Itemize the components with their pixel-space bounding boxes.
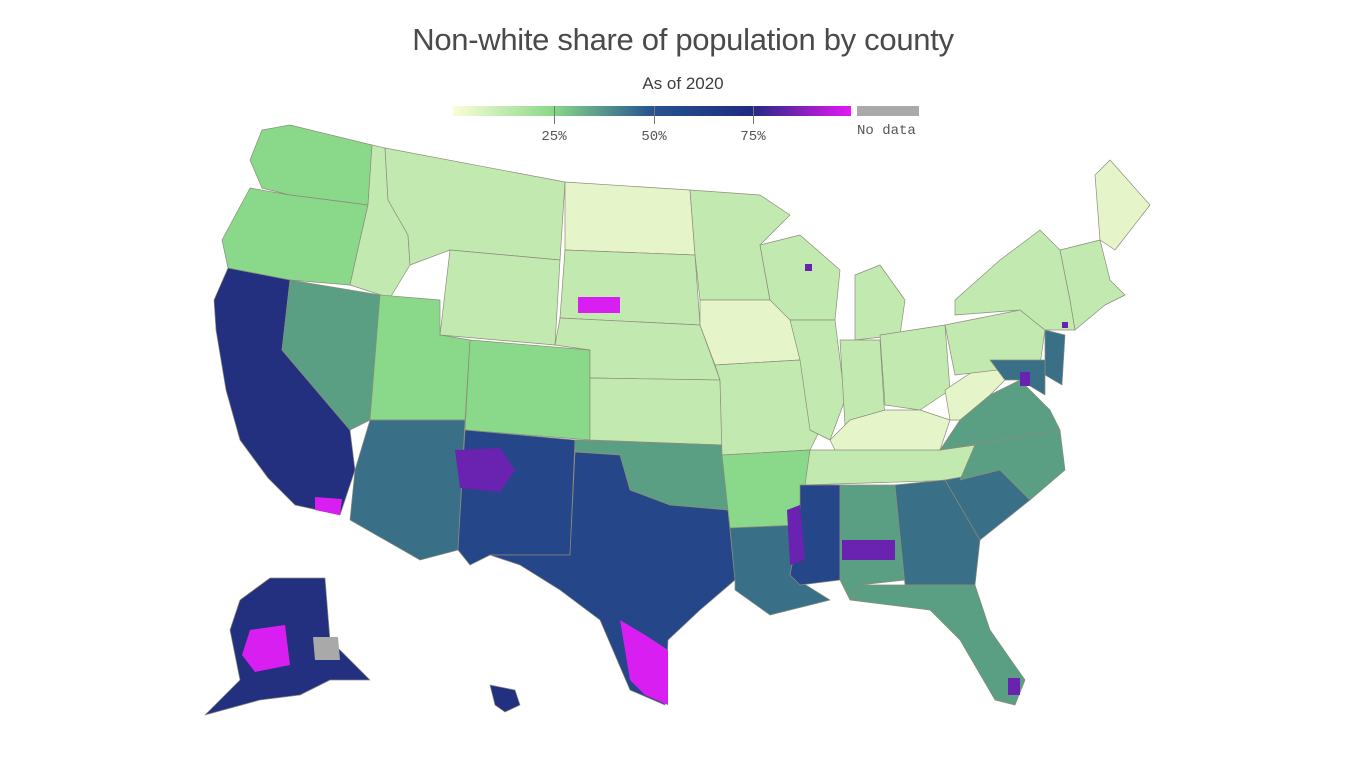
hotspot-alaska-no-data-area [313,637,340,660]
region-new-jersey [1044,329,1066,386]
region-hawaii [489,684,521,713]
region-pennsylvania [944,309,1046,376]
region-oregon [221,187,369,286]
hotspot-navajo-nation-az-nm [455,448,515,492]
chart-title: Non-white share of population by county [412,22,954,57]
hotspot-pine-ridge-sd [578,297,620,313]
region-wyoming [439,249,561,346]
region-north-carolina [939,429,1066,501]
region-florida [849,584,1026,706]
region-kansas [589,377,723,446]
region-arizona [349,419,466,561]
hotspot-bronx-ny [1062,322,1068,328]
legend-tick-label-25: 25% [541,129,567,145]
legend-tick-label-50: 50% [641,129,667,145]
hotspot-prince-george-s-county-md [1020,372,1030,386]
region-new-england [1059,239,1126,331]
legend-no-data-label: No data [857,123,916,139]
legend-tick-25 [554,106,555,124]
hotspot-alabama-black-belt [842,540,895,560]
hotspot-miami-dade-fl [1008,678,1020,695]
region-michigan [854,264,906,341]
region-nevada [281,279,381,431]
hotspot-menominee-wi [805,264,812,271]
legend-no-data-swatch [857,106,919,116]
hotspot-south-texas-border [620,620,668,705]
region-ohio [879,324,951,411]
region-maine [1094,159,1151,251]
legend-tick-50 [654,106,655,124]
legend-tick-label-75: 75% [740,129,766,145]
color-legend: 25% 50% 75% No data [453,106,923,146]
legend-gradient-bar [453,106,851,116]
region-montana [384,147,566,266]
region-north-dakota [564,181,696,256]
region-maryland [989,359,1046,396]
hotspot-mississippi-delta [787,505,805,565]
legend-tick-75 [753,106,754,124]
region-georgia [894,479,981,586]
region-south-dakota [559,249,701,326]
hotspot-imperial-county-ca [315,497,342,515]
hotspot-western-alaska [242,625,290,672]
chart-subtitle: As of 2020 [642,74,724,93]
region-colorado [464,339,591,441]
